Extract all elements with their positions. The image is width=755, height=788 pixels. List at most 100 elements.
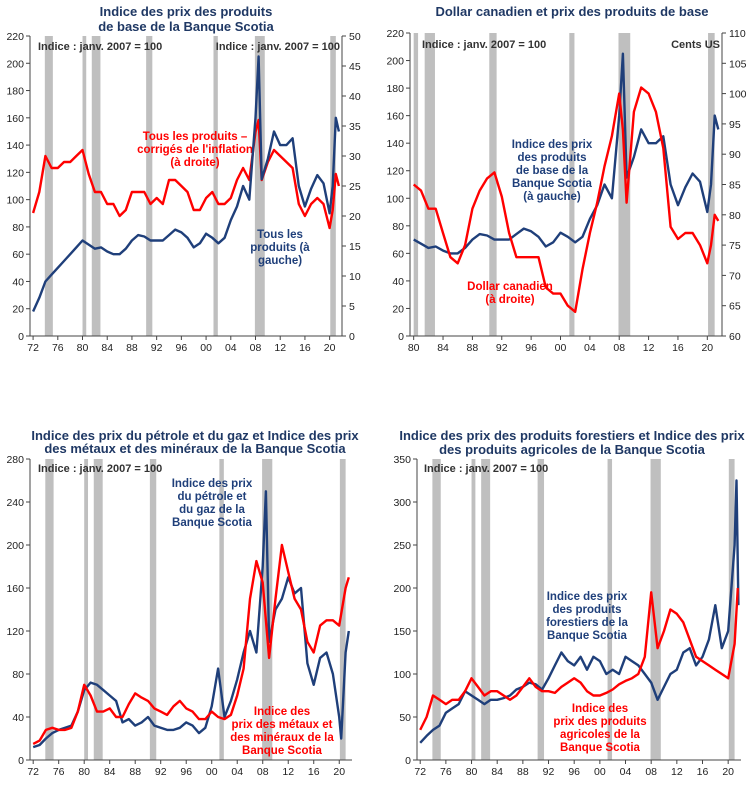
series-label: du pétrole et xyxy=(177,491,246,503)
recession-band xyxy=(471,459,476,760)
x-tick-label: 12 xyxy=(671,766,683,778)
x-tick-label: 76 xyxy=(52,342,64,354)
x-tick-label: 92 xyxy=(151,342,163,354)
y-tick-label-left: 160 xyxy=(6,113,24,125)
axis-note: Indice : janv. 2007 = 100 xyxy=(424,463,548,475)
series-label: des produits xyxy=(552,604,621,616)
x-tick-label: 16 xyxy=(308,766,320,778)
y-tick-label-left: 220 xyxy=(386,28,404,40)
series-label: (à gauche) xyxy=(523,191,581,203)
y-tick-label-left: 150 xyxy=(393,626,411,638)
y-tick-label-left: 20 xyxy=(12,304,24,316)
series-label: Indice des xyxy=(254,706,310,718)
x-tick-label: 16 xyxy=(672,342,684,354)
x-tick-label: 76 xyxy=(53,766,65,778)
series-label: prix des métaux et xyxy=(232,719,333,731)
x-tick-label: 20 xyxy=(324,342,336,354)
y-tick-label-right: 110 xyxy=(729,28,746,40)
y-tick-label-right: 50 xyxy=(349,31,361,43)
y-tick-label-left: 50 xyxy=(399,712,411,724)
y-tick-label-right: 15 xyxy=(349,241,361,253)
x-tick-label: 12 xyxy=(274,342,286,354)
chart-title: Indice des prix des produits xyxy=(100,4,273,19)
x-tick-label: 72 xyxy=(27,766,39,778)
series-label: Tous les xyxy=(257,229,303,241)
y-tick-label-left: 180 xyxy=(386,83,404,95)
y-tick-label-left: 250 xyxy=(393,540,411,552)
x-tick-label: 20 xyxy=(701,342,713,354)
recession-band xyxy=(413,33,419,336)
axis-note: Indice : janv. 2007 = 100 xyxy=(38,41,162,53)
y-tick-label-left: 0 xyxy=(18,755,24,767)
y-tick-label-right: 100 xyxy=(729,89,747,101)
recession-band xyxy=(45,459,54,760)
x-tick-label: 80 xyxy=(466,766,478,778)
series-label: Banque Scotia xyxy=(242,745,322,757)
x-tick-label: 72 xyxy=(414,766,426,778)
series-label: produits (à xyxy=(250,242,310,254)
recession-band xyxy=(569,33,575,336)
recession-band xyxy=(537,459,545,760)
series-label: corrigés de l'inflation xyxy=(137,144,253,156)
x-tick-label: 20 xyxy=(333,766,345,778)
y-tick-label-left: 300 xyxy=(393,497,411,509)
y-tick-label-left: 40 xyxy=(12,276,24,288)
series-line-red xyxy=(419,587,739,731)
y-tick-label-right: 10 xyxy=(349,271,361,283)
y-tick-label-left: 240 xyxy=(6,497,24,509)
series-line-blue xyxy=(32,55,341,312)
y-tick-label-right: 25 xyxy=(349,181,361,193)
series-line-red xyxy=(32,543,350,745)
x-tick-label: 16 xyxy=(299,342,311,354)
series-label: Indice des xyxy=(572,703,628,715)
y-tick-label-right: 75 xyxy=(729,240,741,252)
x-tick-label: 76 xyxy=(440,766,452,778)
y-tick-label-left: 220 xyxy=(6,31,24,43)
x-tick-label: 88 xyxy=(517,766,529,778)
series-line-blue xyxy=(419,479,740,744)
series-label: gauche) xyxy=(258,255,302,267)
series-label: (à droite) xyxy=(485,294,534,306)
y-tick-label-left: 200 xyxy=(393,583,411,595)
x-tick-label: 84 xyxy=(104,766,116,778)
y-tick-label-left: 60 xyxy=(12,249,24,261)
axis-note: Indice : janv. 2007 = 100 xyxy=(216,41,340,53)
x-tick-label: 12 xyxy=(643,342,655,354)
chart-title: de base de la Banque Scotia xyxy=(98,19,274,34)
chart-title: Indice des prix des produits forestiers … xyxy=(399,428,745,443)
y-tick-label-right: 65 xyxy=(729,301,741,313)
recession-band xyxy=(489,33,497,336)
x-tick-label: 96 xyxy=(176,342,188,354)
series-label: Indice des prix xyxy=(512,139,593,151)
recession-band xyxy=(219,459,224,760)
x-tick-label: 08 xyxy=(645,766,657,778)
x-tick-label: 84 xyxy=(437,342,449,354)
y-tick-label-left: 280 xyxy=(6,454,24,466)
x-tick-label: 92 xyxy=(155,766,167,778)
x-tick-label: 08 xyxy=(613,342,625,354)
x-tick-label: 80 xyxy=(408,342,420,354)
x-tick-label: 00 xyxy=(555,342,567,354)
chart-title: Indice des prix du pétrole et du gaz et … xyxy=(31,428,359,443)
recession-band xyxy=(481,459,491,760)
series-label: Tous les produits – xyxy=(143,131,248,143)
series-line-red xyxy=(31,118,341,230)
x-tick-label: 96 xyxy=(568,766,580,778)
x-tick-label: 00 xyxy=(594,766,606,778)
recession-band xyxy=(618,33,631,336)
y-tick-label-left: 120 xyxy=(6,626,24,638)
recession-band xyxy=(254,36,265,336)
y-tick-label-left: 160 xyxy=(6,583,24,595)
series-label: Banque Scotia xyxy=(172,517,252,529)
y-tick-label-left: 200 xyxy=(6,58,24,70)
y-tick-label-left: 140 xyxy=(386,138,404,150)
recession-band xyxy=(149,459,157,760)
y-tick-label-left: 350 xyxy=(393,454,411,466)
series-label: du gaz de la xyxy=(179,504,245,516)
series-label: forestiers de la xyxy=(546,617,628,629)
y-tick-label-right: 85 xyxy=(729,180,741,192)
recession-band xyxy=(650,459,661,760)
y-tick-label-left: 200 xyxy=(6,540,24,552)
y-tick-label-left: 40 xyxy=(392,276,404,288)
y-tick-label-right: 70 xyxy=(729,270,741,282)
